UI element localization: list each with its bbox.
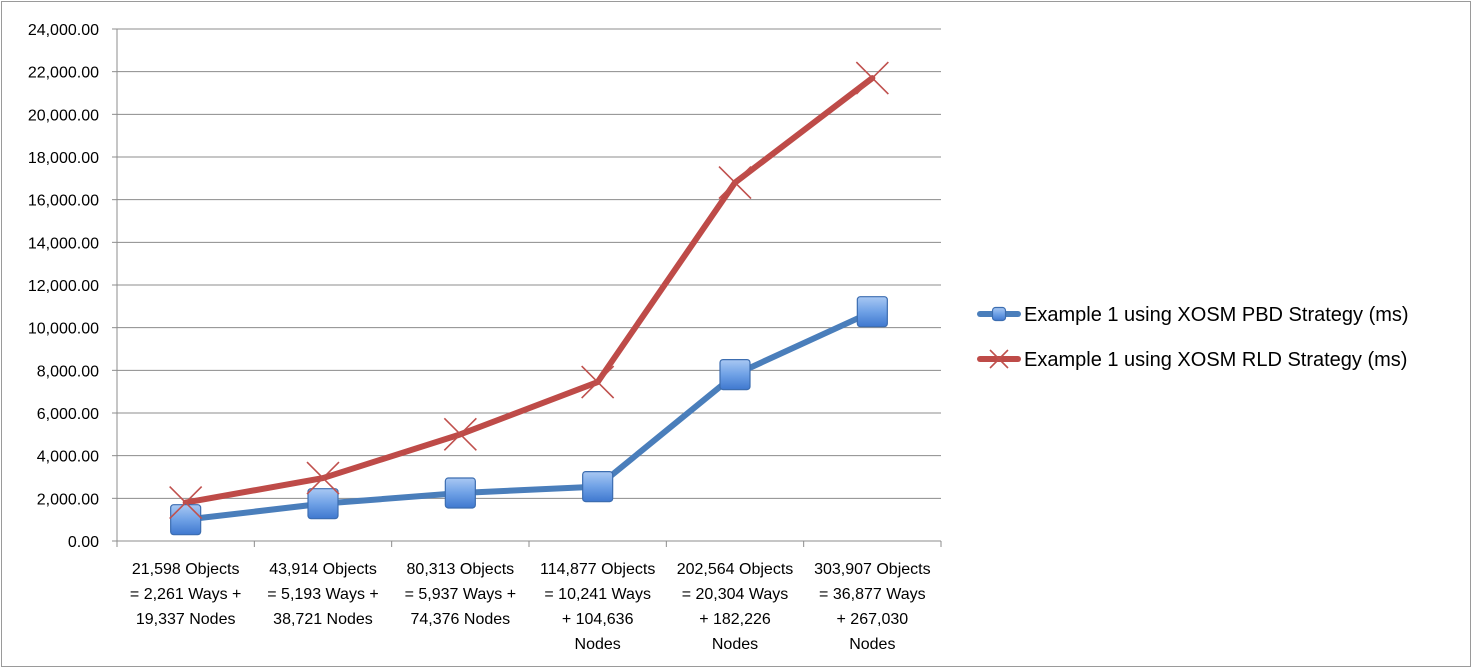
x-tick-label-line: Nodes [712, 636, 758, 653]
x-tick-label-line: 114,877 Objects [540, 561, 655, 578]
x-tick-label-line: = 10,241 Ways [544, 586, 651, 603]
y-tick-label: 22,000.00 [28, 65, 99, 82]
y-tick-label: 0.00 [68, 534, 99, 551]
x-axis-ticks: 21,598 Objects = 2,261 Ways + 19,337 Nodes… [130, 561, 931, 653]
y-tick-label: 14,000.00 [28, 235, 99, 252]
y-tick-label: 10,000.00 [28, 321, 99, 338]
data-point-rld [306, 461, 340, 495]
x-tick-label-line: = 20,304 Ways [682, 586, 789, 603]
x-tick-label-line: 80,313 Objects [407, 561, 515, 578]
x-tick-label-line: 202,564 Objects [677, 561, 794, 578]
y-tick-label: 12,000.00 [28, 278, 99, 295]
data-point-pbd [719, 359, 751, 391]
data-point-pbd [444, 477, 476, 509]
x-tick-label: 21,598 Objects = 2,261 Ways + 19,337 Nodes [130, 561, 241, 628]
x-tick-label-line: 38,721 Nodes [273, 611, 373, 628]
data-point-rld [169, 486, 203, 520]
y-tick-label: 2,000.00 [37, 491, 99, 508]
data-point-pbd [582, 471, 614, 503]
axes [112, 28, 942, 547]
x-tick-label-line: + 267,030 [837, 611, 909, 628]
y-tick-label: 8,000.00 [37, 363, 99, 380]
y-axis-ticks: 0.00 2,000.00 4,000.00 6,000.00 8,000.00 10,0… [28, 22, 99, 551]
gridlines [117, 28, 941, 499]
y-tick-label: 4,000.00 [37, 449, 99, 466]
legend-label: Example 1 using XOSM PBD Strategy (ms) [1024, 304, 1409, 326]
data-point-pbd [170, 504, 202, 536]
data-point-rld [581, 365, 615, 399]
x-tick-label-line: Nodes [849, 636, 895, 653]
x-tick-label-line: = 5,937 Ways + [405, 586, 516, 603]
x-tick-label-line: = 2,261 Ways + [130, 586, 241, 603]
y-tick-label: 6,000.00 [37, 406, 99, 423]
x-tick-label-line: 19,337 Nodes [136, 611, 236, 628]
y-tick-label: 16,000.00 [28, 193, 99, 210]
data-point-pbd [856, 296, 888, 328]
x-tick-label: 43,914 Objects = 5,193 Ways + 38,721 Nodes [267, 561, 378, 628]
y-tick-label: 20,000.00 [28, 107, 99, 124]
x-tick-label: 303,907 Objects = 36,877 Ways + 267,030 Nod… [814, 561, 931, 653]
legend-marker-x [989, 349, 1009, 369]
x-tick-label-line: 74,376 Nodes [411, 611, 511, 628]
x-tick-label-line: + 182,226 [699, 611, 771, 628]
data-point-pbd [307, 488, 339, 520]
x-tick-label-line: = 5,193 Ways + [267, 586, 378, 603]
x-tick-label: 114,877 Objects = 10,241 Ways + 104,636 Nod… [540, 561, 655, 653]
x-tick-label-line: = 36,877 Ways [819, 586, 926, 603]
series-line-0 [182, 308, 876, 523]
y-tick-label: 24,000.00 [28, 22, 99, 39]
series-line-1 [182, 75, 876, 506]
x-tick-label: 80,313 Objects = 5,937 Ways + 74,376 Nodes [405, 561, 516, 628]
data-point-rld [855, 61, 889, 95]
x-tick-label-line: Nodes [575, 636, 621, 653]
x-tick-label-line: 303,907 Objects [814, 561, 931, 578]
legend-marker-square [991, 306, 1007, 322]
legend: Example 1 using XOSM PBD Strategy (ms) Ex… [977, 304, 1409, 371]
x-tick-label-line: 43,914 Objects [269, 561, 377, 578]
legend-label: Example 1 using XOSM RLD Strategy (ms) [1024, 349, 1407, 371]
data-point-rld [443, 417, 477, 451]
x-tick-label-line: + 104,636 [562, 611, 634, 628]
x-tick-label: 202,564 Objects = 20,304 Ways + 182,226 Nod… [677, 561, 794, 653]
x-tick-label-line: 21,598 Objects [132, 561, 240, 578]
series-group [169, 61, 889, 536]
data-point-rld [718, 166, 752, 200]
y-tick-label: 18,000.00 [28, 150, 99, 167]
